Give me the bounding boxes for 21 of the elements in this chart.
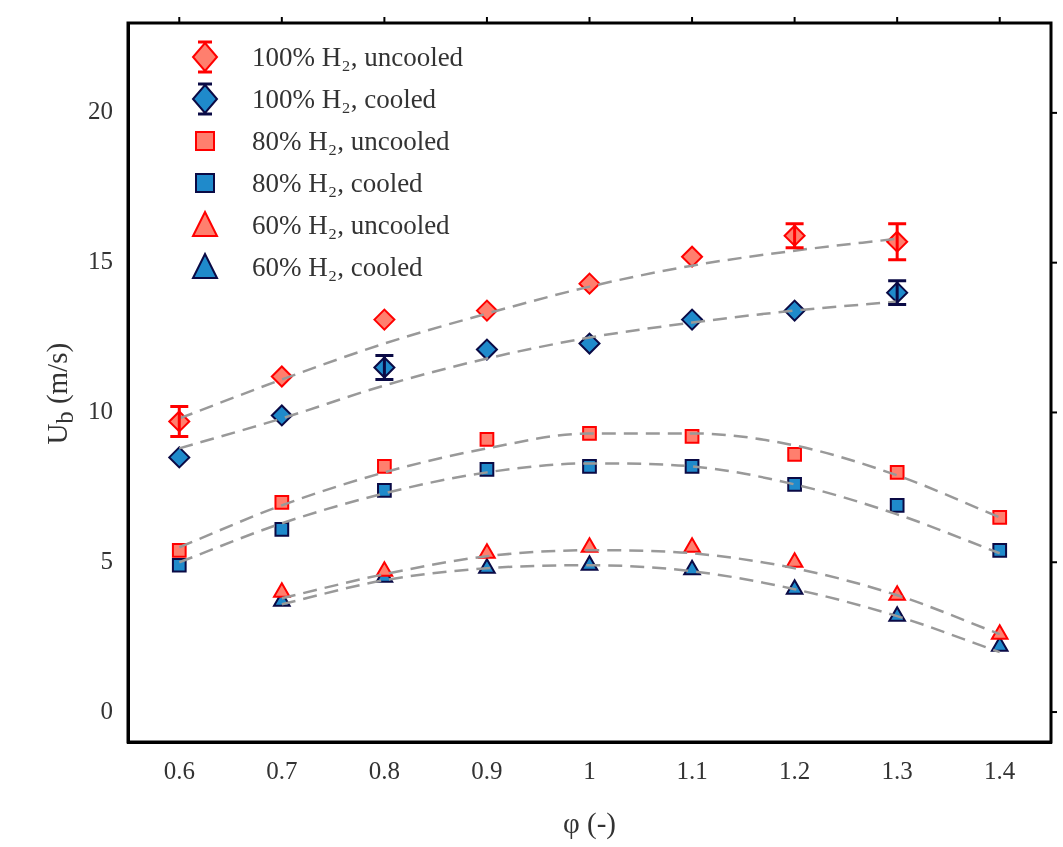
x-tick-label: 0.8	[368, 756, 401, 784]
legend-label: 60% H₂, cooled	[252, 251, 423, 284]
x-axis-title: φ (-)	[563, 807, 616, 841]
legend-label: 100% H₂, cooled	[252, 83, 437, 116]
x-tick-label: 1	[583, 756, 596, 784]
x-tick-label: 0.9	[471, 756, 503, 784]
y-tick-label: 5	[100, 546, 113, 574]
x-tick-label: 1.2	[778, 756, 811, 784]
y-tick-label: 0	[100, 696, 113, 724]
y-tick-label: 10	[88, 397, 113, 425]
x-tick-label: 1.4	[984, 756, 1016, 784]
y-tick-label: 15	[88, 247, 113, 275]
x-tick-label: 1.1	[676, 756, 708, 784]
legend-label: 80% H₂, cooled	[252, 167, 423, 200]
legend-label: 80% H₂, uncooled	[252, 125, 450, 158]
legend-label: 60% H₂, uncooled	[252, 209, 450, 242]
x-tick-label: 1.3	[881, 756, 913, 784]
x-tick-label: 0.6	[163, 756, 195, 784]
y-tick-label: 20	[88, 97, 113, 125]
legend-label: 100% H₂, uncooled	[252, 41, 464, 74]
x-tick-label: 0.7	[266, 756, 298, 784]
